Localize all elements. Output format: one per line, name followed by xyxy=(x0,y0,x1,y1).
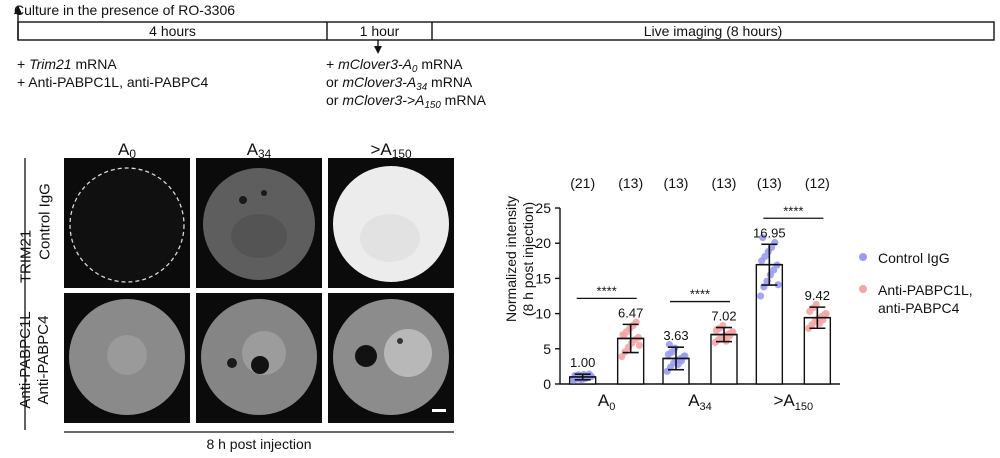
image-anti-a0 xyxy=(64,293,190,423)
n-label: (13) xyxy=(664,175,689,191)
segment-1-hour: 1 hour xyxy=(359,23,400,39)
note-a34: or mClover3-A34 mRNA xyxy=(326,74,473,93)
image-control-a150 xyxy=(328,158,454,288)
x-category-label: A34 xyxy=(688,391,712,413)
col-header-a150: >A150 xyxy=(370,140,412,161)
segment-4-hours: 4 hours xyxy=(149,23,196,39)
data-point xyxy=(681,352,689,360)
y-tick-label: 15 xyxy=(535,270,551,286)
y-tick-label: 0 xyxy=(543,376,551,392)
note-trim21: + Trim21 mRNA xyxy=(17,56,117,72)
scale-bar xyxy=(432,409,446,412)
legend-control-igg: Control IgG xyxy=(878,250,950,266)
image-anti-a34 xyxy=(196,293,322,423)
n-label: (13) xyxy=(618,175,643,191)
mid-notes: + mClover3-A0 mRNA or mClover3-A34 mRNA … xyxy=(326,55,486,111)
row-label-anti-pabpc: Anti-PABPC1L Anti-PABPC4 xyxy=(17,311,52,409)
significance-label: **** xyxy=(597,283,617,298)
n-label: (13) xyxy=(757,175,782,191)
left-notes: + Trim21 mRNA + Anti-PABPC1L, anti-PABPC… xyxy=(17,55,208,91)
data-point xyxy=(635,341,644,349)
data-point xyxy=(812,300,820,309)
image-control-a0 xyxy=(64,158,190,288)
significance-label: **** xyxy=(783,203,803,218)
value-label: 7.02 xyxy=(711,309,736,324)
value-label: 3.63 xyxy=(663,328,688,343)
legend-anti-pabpc: Anti-PABPC1L, anti-PABPC4 xyxy=(878,282,973,316)
y-tick-label: 10 xyxy=(535,306,551,322)
data-point xyxy=(713,325,721,333)
bottom-label: 8 h post injection xyxy=(206,436,312,452)
data-point xyxy=(729,328,737,336)
y-tick-label: 5 xyxy=(543,341,551,357)
data-point xyxy=(756,292,765,300)
image-anti-a150 xyxy=(328,293,454,423)
y-tick-label: 25 xyxy=(535,200,551,216)
data-point xyxy=(822,310,830,318)
y-tick-label: 20 xyxy=(535,235,551,251)
value-label: 1.00 xyxy=(570,355,595,370)
chart-plot: 0510152025A01.00(21)6.47(13)****A343.63(… xyxy=(535,175,840,413)
col-header-a0: A0 xyxy=(118,140,136,161)
note-a150: or mClover3->A150 mRNA xyxy=(326,92,486,111)
value-label: 16.95 xyxy=(753,225,786,240)
data-point xyxy=(620,331,628,340)
n-label: (21) xyxy=(570,175,595,191)
note-antibodies: + Anti-PABPC1L, anti-PABPC4 xyxy=(17,74,209,90)
data-point xyxy=(634,333,642,342)
value-label: 6.47 xyxy=(618,305,643,320)
row-label-control-igg: Control IgG xyxy=(36,183,54,260)
n-label: (13) xyxy=(712,175,737,191)
data-point xyxy=(774,281,782,289)
timeline-graphic xyxy=(14,5,995,54)
image-control-a34 xyxy=(196,158,322,288)
bottom-rule xyxy=(64,431,454,433)
note-a0: + mClover3-A0 mRNA xyxy=(326,56,463,75)
data-point xyxy=(665,340,673,349)
n-label: (12) xyxy=(805,175,830,191)
value-label: 9.42 xyxy=(805,288,830,303)
culture-label: Culture in the presence of RO-3306 xyxy=(14,2,236,18)
significance-label: **** xyxy=(690,287,710,302)
col-header-a34: A34 xyxy=(246,140,272,161)
data-point xyxy=(759,233,767,242)
x-category-label: A0 xyxy=(598,391,615,413)
legend-marker-control xyxy=(859,253,867,261)
segment-live-imaging: Live imaging (8 hours) xyxy=(643,23,783,39)
group-bracket xyxy=(24,158,26,430)
legend-marker-anti xyxy=(859,285,867,293)
x-category-label: >A150 xyxy=(774,391,814,413)
